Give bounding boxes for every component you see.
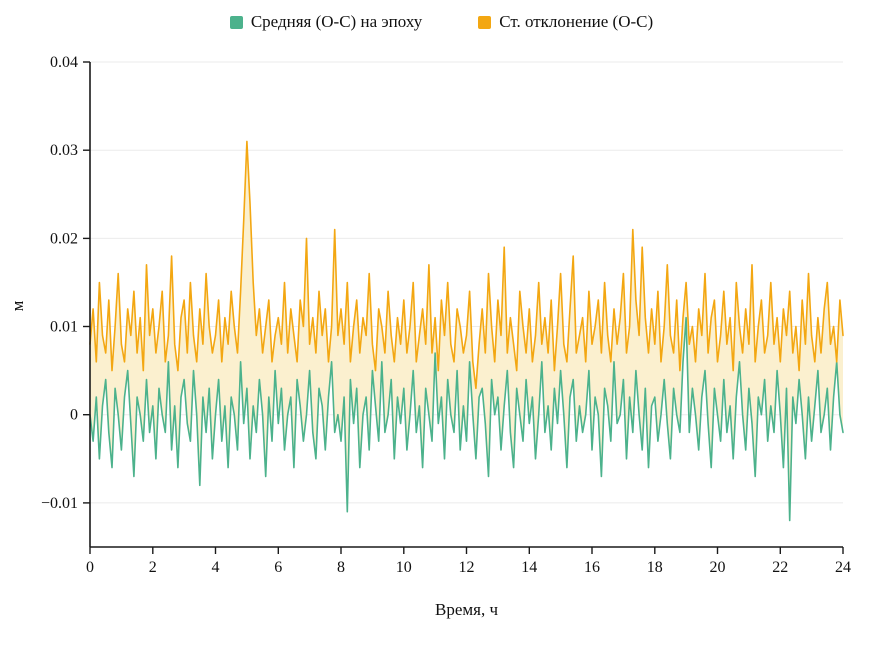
series-std-line [89, 140, 844, 390]
x-tick-label: 10 [396, 559, 412, 576]
x-tick-label: 6 [274, 559, 282, 576]
y-tick-label: 0 [70, 407, 78, 424]
x-tick-label: 0 [86, 559, 94, 576]
y-tick-label: 0.04 [50, 54, 78, 71]
legend-swatch-mean-icon [229, 15, 243, 29]
x-tick-label: 8 [337, 559, 345, 576]
y-tick-label: 0.02 [50, 230, 78, 247]
y-axis-title: м [8, 300, 27, 312]
legend-item-mean: Средняя (О-С) на эпоху [229, 12, 423, 32]
series-mean-line [89, 316, 844, 522]
legend-label-mean: Средняя (О-С) на эпоху [250, 12, 423, 31]
legend-item-std: Ст. отклонение (О-С) [478, 12, 653, 32]
chart-legend: Средняя (О-С) на эпоху Ст. отклонение (О… [0, 12, 883, 32]
x-axis-title: Время, ч [434, 600, 498, 619]
x-tick-label: 22 [772, 559, 788, 576]
x-tick-label: 2 [149, 559, 157, 576]
x-tick-label: 14 [521, 559, 537, 576]
y-tick-label: 0.03 [50, 142, 78, 159]
x-tick-label: 16 [584, 559, 600, 576]
y-tick-label: −0.01 [41, 495, 78, 512]
y-tick-label: 0.01 [50, 319, 78, 336]
x-tick-label: 18 [647, 559, 663, 576]
x-tick-label: 20 [710, 559, 726, 576]
legend-swatch-std-icon [478, 15, 492, 29]
x-tick-label: 12 [459, 559, 475, 576]
legend-label-std: Ст. отклонение (О-С) [499, 12, 654, 31]
x-tick-label: 24 [835, 559, 851, 576]
x-tick-label: 4 [212, 559, 220, 576]
